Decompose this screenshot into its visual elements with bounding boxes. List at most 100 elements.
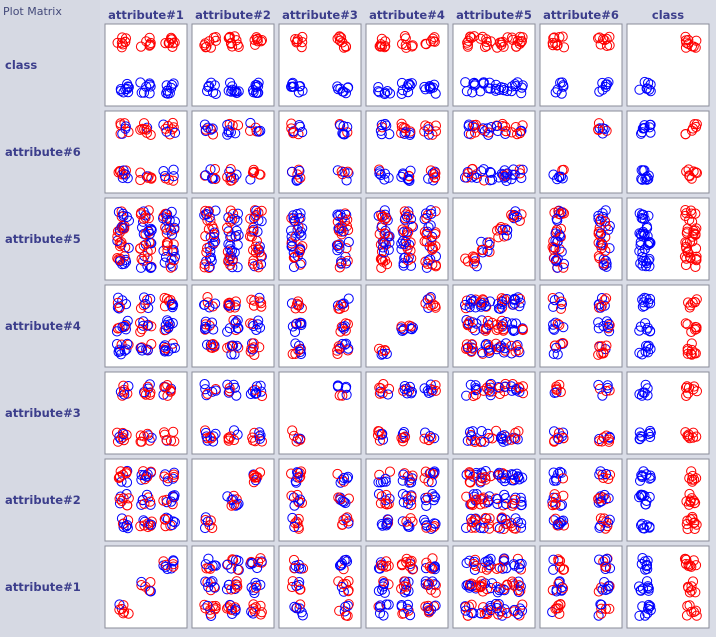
data-point: [426, 432, 437, 443]
data-point: [227, 81, 238, 92]
data-point: [199, 299, 210, 310]
data-point: [341, 389, 352, 400]
data-point: [337, 496, 348, 507]
data-point: [121, 466, 132, 478]
data-point: [636, 558, 647, 570]
data-point: [342, 255, 353, 266]
data-point: [201, 431, 212, 442]
data-point: [509, 498, 520, 509]
data-point: [232, 315, 243, 326]
data-point: [343, 236, 354, 248]
data-point: [335, 209, 346, 220]
data-point: [512, 608, 524, 620]
cell-attribute4-vs-attribute3: [278, 284, 362, 368]
data-point: [482, 497, 493, 508]
cell-attribute4-vs-attribute5: [452, 284, 536, 368]
data-point: [287, 348, 298, 360]
plot-matrix-title: Plot Matrix: [3, 5, 62, 18]
data-point: [332, 380, 343, 391]
data-point: [401, 581, 412, 592]
data-point: [288, 210, 299, 221]
data-point: [230, 317, 241, 328]
data-point: [123, 515, 134, 526]
cell-attribute1-vs-class: [626, 545, 710, 629]
data-point: [604, 514, 615, 525]
data-point: [595, 230, 606, 241]
data-point: [199, 40, 210, 51]
data-point: [549, 253, 560, 264]
data-point: [686, 349, 697, 360]
data-point: [199, 379, 210, 390]
data-point: [138, 240, 149, 251]
data-point: [254, 296, 265, 307]
data-point: [135, 41, 147, 52]
data-point: [601, 340, 612, 351]
data-point: [383, 383, 395, 394]
data-point: [231, 554, 242, 566]
data-point: [143, 205, 154, 216]
data-point: [338, 129, 349, 140]
data-point: [485, 167, 496, 178]
data-point: [682, 515, 693, 526]
data-point: [558, 515, 569, 526]
data-point: [420, 84, 431, 95]
data-point: [135, 326, 146, 337]
data-point: [337, 86, 348, 97]
data-point: [135, 262, 147, 273]
data-point: [466, 513, 477, 525]
data-point: [373, 477, 384, 488]
data-point: [253, 262, 264, 273]
data-point: [594, 554, 605, 565]
data-point: [249, 261, 260, 272]
data-point: [226, 231, 237, 242]
data-point: [406, 220, 417, 231]
data-point: [254, 433, 265, 444]
data-point: [223, 432, 234, 443]
data-point: [289, 601, 300, 612]
data-point: [403, 227, 414, 238]
data-point: [169, 127, 181, 138]
data-point: [681, 228, 692, 239]
data-point: [248, 477, 259, 488]
cell-class-vs-attribute4: [365, 23, 449, 107]
data-point: [517, 120, 528, 131]
data-point: [377, 254, 388, 265]
data-point: [467, 121, 478, 132]
data-point: [397, 38, 408, 50]
data-point: [202, 600, 213, 611]
data-point: [429, 562, 440, 573]
data-point: [199, 259, 210, 270]
data-point: [144, 379, 155, 390]
data-point: [204, 212, 215, 223]
cell-class-vs-class: [626, 23, 710, 107]
data-point: [223, 387, 234, 398]
data-point: [555, 500, 566, 511]
data-point: [223, 125, 234, 136]
data-point: [491, 344, 502, 355]
data-point: [690, 587, 701, 598]
data-point: [496, 82, 507, 93]
data-point: [644, 261, 655, 272]
data-point: [397, 428, 408, 440]
data-point: [513, 426, 524, 437]
data-point: [496, 512, 508, 523]
data-point: [637, 601, 648, 612]
data-point: [514, 293, 526, 304]
cell-attribute1-vs-attribute3: [278, 545, 362, 629]
data-point: [144, 88, 155, 99]
data-point: [222, 379, 233, 390]
data-point: [480, 300, 491, 312]
data-point: [200, 384, 211, 395]
data-point: [596, 228, 607, 239]
data-point: [399, 128, 410, 139]
data-point: [375, 125, 386, 136]
data-point: [638, 255, 649, 266]
data-point: [481, 34, 492, 45]
data-point: [481, 40, 493, 51]
data-point: [551, 213, 562, 224]
data-point: [425, 300, 436, 311]
data-point: [224, 383, 235, 394]
data-point: [635, 585, 646, 596]
data-point: [114, 237, 125, 248]
data-point: [501, 608, 512, 619]
